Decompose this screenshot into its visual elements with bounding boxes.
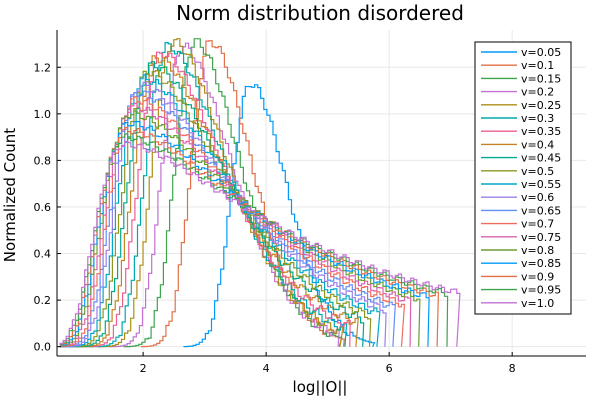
y-tick-label-6: 1.2 bbox=[34, 61, 52, 74]
legend-label-v-0-25: v=0.25 bbox=[521, 99, 561, 112]
series-line-v-0-8 bbox=[59, 110, 421, 347]
legend-label-v-0-45: v=0.45 bbox=[521, 152, 561, 165]
y-tick-label-5: 1.0 bbox=[34, 108, 52, 121]
legend-label-v-0-85: v=0.85 bbox=[521, 257, 561, 270]
tick-labels: 2 4 6 8 0.0 0.2 0.4 0.6 0.8 1.0 1.2 bbox=[34, 61, 516, 375]
y-tick-label-1: 0.2 bbox=[34, 294, 52, 307]
legend-label-v-0-9: v=0.9 bbox=[521, 270, 554, 283]
x-tick-label-1: 4 bbox=[263, 362, 270, 375]
series-line-v-0-35 bbox=[79, 51, 351, 348]
legend-label-v-0-05: v=0.05 bbox=[521, 46, 561, 59]
legend-label-v-0-95: v=0.95 bbox=[521, 284, 561, 297]
legend-label-v-0-15: v=0.15 bbox=[521, 72, 561, 85]
legend-label-v-0-5: v=0.5 bbox=[521, 165, 554, 178]
legend-label-v-0-55: v=0.55 bbox=[521, 178, 561, 191]
legend-label-v-0-75: v=0.75 bbox=[521, 231, 561, 244]
legend-label-v-0-3: v=0.3 bbox=[521, 112, 554, 125]
series-line-v-0-3 bbox=[88, 42, 348, 348]
axes bbox=[56, 30, 586, 357]
series-line-v-0-2 bbox=[108, 42, 340, 348]
legend-label-v-0-8: v=0.8 bbox=[521, 244, 554, 257]
legend-label-v-0-2: v=0.2 bbox=[521, 86, 554, 99]
series-line-v-0-25 bbox=[96, 38, 344, 348]
y-tick-label-2: 0.4 bbox=[34, 248, 52, 261]
series-line-v-0-5 bbox=[60, 70, 372, 348]
legend-box bbox=[474, 41, 572, 315]
legend-label-v-0-65: v=0.65 bbox=[521, 204, 561, 217]
legend-label-v-0-7: v=0.7 bbox=[521, 218, 554, 231]
series-line-v-0-4 bbox=[72, 55, 359, 348]
legend-label-v-0-35: v=0.35 bbox=[521, 125, 561, 138]
series-line-v-0-65 bbox=[60, 90, 396, 348]
y-tick-label-3: 0.6 bbox=[34, 201, 52, 214]
legend-label-v-1-0: v=1.0 bbox=[521, 297, 554, 310]
series-line-v-1-0 bbox=[59, 140, 461, 347]
legend: v=0.05v=0.1v=0.15v=0.2v=0.25v=0.3v=0.35v… bbox=[474, 41, 572, 315]
y-tick-label-4: 0.8 bbox=[34, 154, 52, 167]
x-axis-label: log||O|| bbox=[293, 378, 348, 396]
legend-label-v-0-4: v=0.4 bbox=[521, 138, 554, 151]
series-line-v-0-05 bbox=[183, 84, 376, 348]
y-tick-label-0: 0.0 bbox=[34, 341, 52, 354]
chart-title: Norm distribution disordered bbox=[176, 1, 464, 25]
series-layer bbox=[59, 38, 461, 348]
legend-label-v-0-1: v=0.1 bbox=[521, 59, 554, 72]
y-axis-label: Normalized Count bbox=[1, 128, 19, 262]
x-tick-label-2: 6 bbox=[386, 362, 393, 375]
x-tick-label-0: 2 bbox=[140, 362, 147, 375]
x-tick-label-3: 8 bbox=[509, 362, 516, 375]
legend-label-v-0-6: v=0.6 bbox=[521, 191, 554, 204]
